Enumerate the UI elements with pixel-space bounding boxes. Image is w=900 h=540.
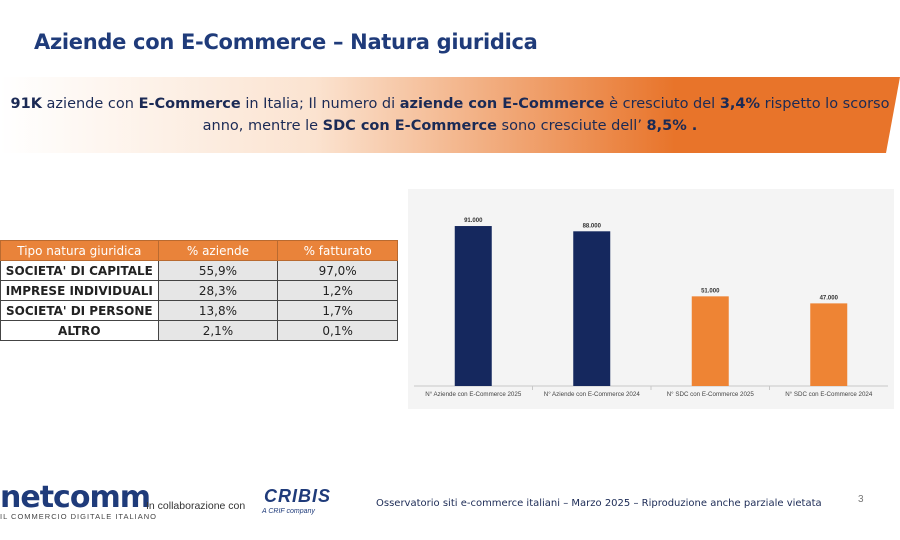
table-header: % fatturato: [277, 240, 398, 261]
pct-fatturato: 1,2%: [277, 280, 398, 301]
netcomm-logo: netcomm: [0, 480, 151, 515]
collaboration-text: In collaborazione con: [146, 500, 246, 512]
data-label: 47.000: [820, 295, 839, 301]
table-row: IMPRESE INDIVIDUALI 28,3% 1,2%: [0, 280, 398, 301]
row-label: ALTRO: [0, 320, 159, 341]
banner-background: [0, 77, 900, 153]
pct-fatturato: 1,7%: [277, 300, 398, 321]
cribis-logo: CRIBIS: [264, 486, 332, 506]
data-label: 91.000: [464, 218, 483, 224]
category-label: N° Aziende con E-Commerce 2024: [544, 391, 641, 398]
bar-chart-svg: 91.000 N° Aziende con E-Commerce 2025 88.0…: [414, 218, 888, 398]
row-label: IMPRESE INDIVIDUALI: [0, 280, 159, 301]
pct-aziende: 28,3%: [157, 280, 279, 301]
category-label: N° SDC con E-Commerce 2025: [667, 391, 755, 398]
pct-aziende: 55,9%: [157, 260, 279, 281]
pct-fatturato: 97,0%: [277, 260, 398, 281]
summary-banner: 91K aziende con E-Commerce in Italia; Il…: [0, 77, 900, 153]
pct-aziende: 2,1%: [157, 320, 279, 341]
bar: [573, 231, 611, 386]
banner-text: 91K aziende con E-Commerce in Italia; Il…: [10, 96, 890, 134]
pct-aziende: 13,8%: [157, 300, 279, 321]
data-label: 51.000: [701, 288, 720, 294]
footer-note: Osservatorio siti e-commerce italiani – …: [376, 498, 822, 509]
page-number: 3: [858, 494, 864, 505]
legal-form-table: Tipo natura giuridica % aziende % fattur…: [0, 240, 398, 341]
category-label: N° SDC con E-Commerce 2024: [785, 391, 873, 398]
netcomm-tagline: IL COMMERCIO DIGITALE ITALIANO: [0, 512, 157, 521]
bar: [810, 303, 848, 386]
pct-fatturato: 0,1%: [277, 320, 398, 341]
table-header: Tipo natura giuridica: [0, 240, 159, 261]
table-row: ALTRO 2,1% 0,1%: [0, 320, 398, 341]
table-row: SOCIETA' DI CAPITALE 55,9% 97,0%: [0, 260, 398, 281]
bar-chart: 91.000 N° Aziende con E-Commerce 2025 88.0…: [408, 189, 894, 409]
cribis-tagline: A CRIF company: [262, 508, 315, 515]
data-label: 88.000: [583, 223, 602, 229]
table-header: % aziende: [157, 240, 279, 261]
banner-growth-sdc: 8,5% .: [646, 118, 698, 134]
bar: [691, 296, 729, 386]
category-label: N° Aziende con E-Commerce 2025: [425, 391, 522, 398]
page-title: Aziende con E-Commerce – Natura giuridic…: [34, 30, 538, 54]
table-header-row: Tipo natura giuridica % aziende % fattur…: [0, 240, 398, 261]
bar: [454, 226, 492, 386]
row-label: SOCIETA' DI PERSONE: [0, 300, 159, 321]
banner-count: 91K: [10, 96, 42, 112]
table-row: SOCIETA' DI PERSONE 13,8% 1,7%: [0, 300, 398, 321]
banner-growth-aziende: 3,4%: [719, 96, 761, 112]
row-label: SOCIETA' DI CAPITALE: [0, 260, 159, 281]
